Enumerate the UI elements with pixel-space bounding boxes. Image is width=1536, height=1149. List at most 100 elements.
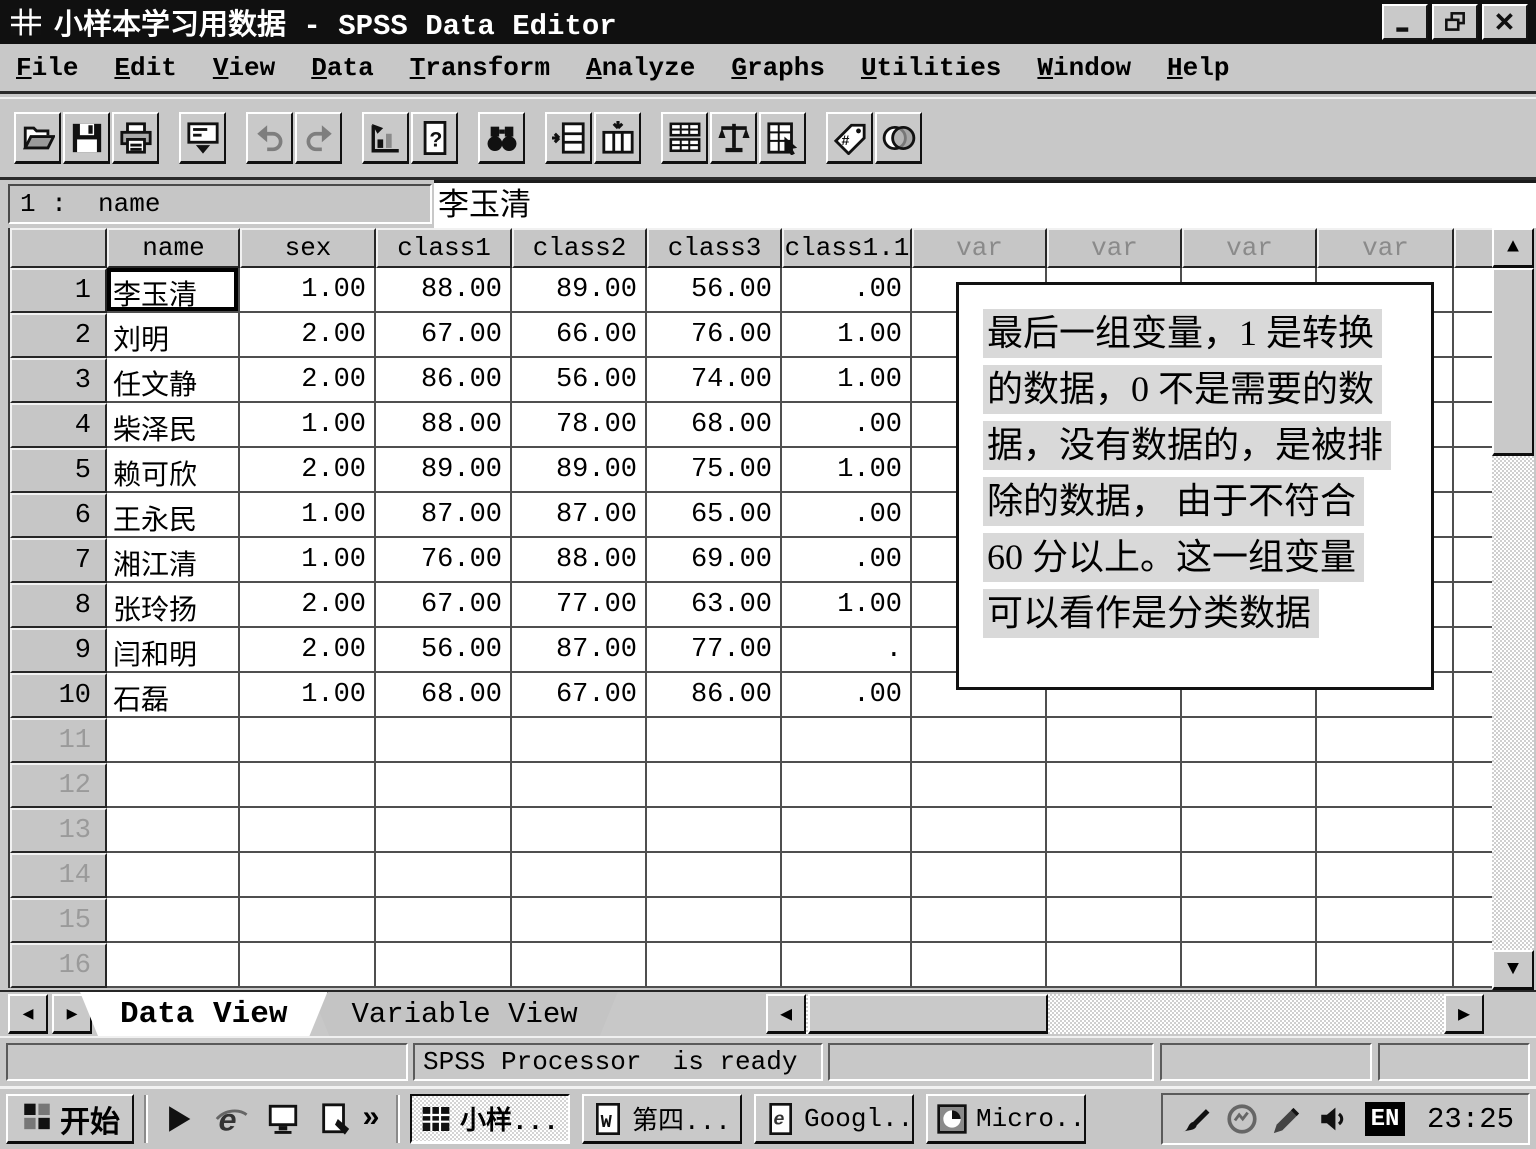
data-cell[interactable] [1454,583,1494,628]
data-cell[interactable] [1182,943,1317,988]
data-cell[interactable]: 2.00 [240,358,376,403]
menu-transform[interactable]: Transform [409,52,551,83]
data-cell[interactable]: 1.00 [240,673,376,718]
cell-edit-field[interactable]: 李玉清 [434,180,1536,228]
data-cell[interactable] [647,898,782,943]
scroll-right-button[interactable]: ▶ [1444,994,1484,1034]
data-cell[interactable] [376,943,512,988]
data-cell[interactable] [1454,763,1494,808]
data-cell[interactable] [912,898,1047,943]
data-cell[interactable]: 65.00 [647,493,782,538]
data-cell[interactable]: 刘明 [107,313,240,358]
data-cell[interactable] [1317,808,1454,853]
data-cell[interactable]: 89.00 [512,268,647,313]
data-cell[interactable] [647,763,782,808]
data-cell[interactable]: 任文静 [107,358,240,403]
tab-data-view[interactable]: Data View [80,992,327,1036]
column-header-class1.1[interactable]: class1.1 [782,228,912,268]
data-cell[interactable]: 76.00 [376,538,512,583]
data-cell[interactable]: 66.00 [512,313,647,358]
quicklaunch-show-desktop-button[interactable] [262,1097,304,1141]
data-cell[interactable] [647,718,782,763]
data-cell[interactable]: 1.00 [240,403,376,448]
data-cell[interactable] [1454,808,1494,853]
row-header-16[interactable]: 16 [10,943,107,988]
data-cell[interactable] [512,718,647,763]
data-cell[interactable] [512,763,647,808]
spss-app-icon[interactable] [8,4,44,40]
data-cell[interactable] [1182,808,1317,853]
row-header-8[interactable]: 8 [10,583,107,628]
data-cell[interactable] [107,718,240,763]
scroll-left-button[interactable]: ◀ [766,994,806,1034]
data-cell[interactable] [512,853,647,898]
column-header-class1[interactable]: class1 [376,228,512,268]
data-cell[interactable]: 67.00 [376,313,512,358]
row-header-6[interactable]: 6 [10,493,107,538]
data-cell[interactable] [1047,763,1182,808]
row-header-12[interactable]: 12 [10,763,107,808]
tray-volume-icon[interactable] [1315,1100,1353,1138]
data-cell[interactable]: 56.00 [376,628,512,673]
data-cell[interactable]: 88.00 [376,403,512,448]
data-cell[interactable] [1454,493,1494,538]
row-header-9[interactable]: 9 [10,628,107,673]
data-cell[interactable] [1317,853,1454,898]
data-cell[interactable]: 75.00 [647,448,782,493]
data-cell[interactable]: 68.00 [647,403,782,448]
data-cell[interactable] [376,718,512,763]
data-cell[interactable]: 74.00 [647,358,782,403]
column-header-var-1[interactable]: var [912,228,1047,268]
data-cell[interactable] [376,763,512,808]
grid-corner-cell[interactable] [10,228,107,268]
data-cell[interactable]: 1.00 [782,358,912,403]
data-cell[interactable] [1182,853,1317,898]
data-cell[interactable] [512,943,647,988]
data-cell[interactable] [1454,403,1494,448]
data-cell[interactable]: 赖可欣 [107,448,240,493]
data-cell[interactable]: 2.00 [240,583,376,628]
data-cell[interactable]: 石磊 [107,673,240,718]
data-cell[interactable]: 87.00 [376,493,512,538]
column-header-var-3[interactable]: var [1182,228,1317,268]
row-header-14[interactable]: 14 [10,853,107,898]
tab-scroll-left-button[interactable]: ◀ [8,994,48,1034]
data-cell[interactable] [1047,943,1182,988]
data-cell[interactable] [912,763,1047,808]
toolbar-redo-button[interactable] [295,112,342,164]
data-cell[interactable] [647,943,782,988]
menu-file[interactable]: File [16,52,79,83]
data-cell[interactable] [1454,628,1494,673]
tray-pen-tablet-icon[interactable] [1177,1100,1215,1138]
tray-network-status-icon[interactable] [1223,1100,1261,1138]
column-header-class2[interactable]: class2 [512,228,647,268]
data-cell[interactable]: .00 [782,538,912,583]
toolbar-split-file-button[interactable] [661,112,708,164]
data-cell[interactable] [107,808,240,853]
row-header-7[interactable]: 7 [10,538,107,583]
data-cell[interactable] [376,898,512,943]
data-cell[interactable] [107,763,240,808]
toolbar-weight-cases-button[interactable] [710,112,757,164]
toolbar-insert-variable-button[interactable] [594,112,641,164]
data-cell[interactable] [1047,718,1182,763]
restore-button[interactable] [1432,4,1478,40]
data-cell[interactable] [1454,718,1494,763]
data-cell[interactable] [647,808,782,853]
data-cell[interactable]: .00 [782,493,912,538]
column-header-class3[interactable]: class3 [647,228,782,268]
data-cell[interactable]: 67.00 [512,673,647,718]
toolbar-variables-button[interactable]: ? [411,112,458,164]
data-cell[interactable] [107,898,240,943]
data-cell[interactable]: 77.00 [647,628,782,673]
minimize-button[interactable] [1382,4,1428,40]
data-cell[interactable] [512,808,647,853]
quicklaunch-edit-document-button[interactable] [314,1097,356,1141]
data-cell[interactable]: .00 [782,673,912,718]
data-cell[interactable] [1182,763,1317,808]
toolbar-use-sets-button[interactable] [875,112,922,164]
data-cell[interactable]: 1.00 [782,583,912,628]
data-cell[interactable] [1317,898,1454,943]
data-cell[interactable]: 1.00 [240,538,376,583]
data-cell[interactable]: 56.00 [647,268,782,313]
